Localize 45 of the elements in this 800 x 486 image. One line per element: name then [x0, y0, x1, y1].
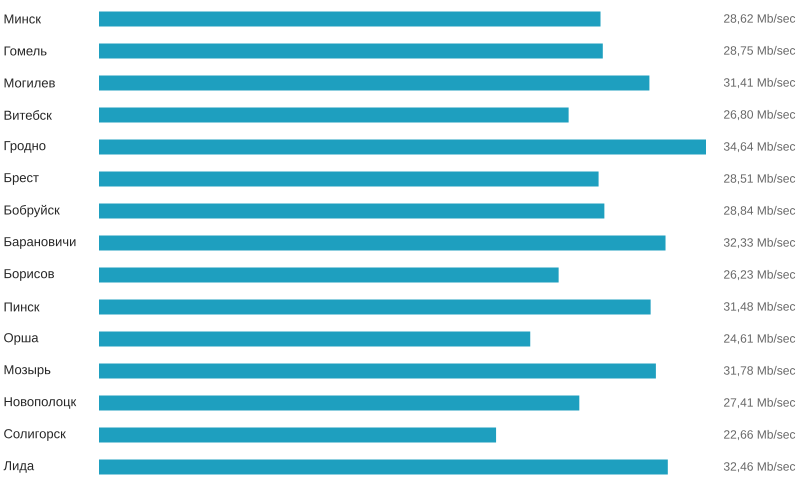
y-tick-label: Гомель	[4, 46, 46, 56]
y-tick-label: Солигорск	[4, 429, 66, 441]
bar	[99, 108, 569, 123]
y-tick-label: Минск	[4, 14, 42, 24]
bar	[99, 428, 496, 443]
y-tick-label: Борисов	[4, 269, 54, 281]
y-tick-label: Орша	[4, 333, 39, 345]
data-label: 32,46 Mb/sec	[724, 462, 796, 472]
bar	[99, 12, 601, 26]
data-label: 28,75 Mb/sec	[724, 46, 796, 56]
data-label: 31,48 Mb/sec	[724, 302, 796, 312]
data-label: 27,41 Mb/sec	[724, 398, 796, 408]
data-label: 24,61 Mb/sec	[724, 334, 796, 344]
data-label: 28,84 Mb/sec	[724, 206, 796, 216]
data-label: 28,62 Mb/sec	[724, 14, 796, 24]
bar	[99, 396, 580, 411]
bar	[99, 44, 603, 58]
data-label: 34,64 Mb/sec	[724, 142, 796, 152]
bar	[99, 332, 530, 347]
bar	[99, 76, 650, 90]
y-tick-label: Барановичи	[4, 237, 76, 249]
bar	[99, 204, 604, 219]
y-tick-label: Пинск	[4, 302, 40, 312]
bar	[99, 140, 706, 155]
y-tick-label: Мозырь	[4, 365, 50, 377]
data-label: 22,66 Mb/sec	[724, 430, 796, 440]
y-tick-label: Брест	[4, 173, 39, 185]
data-label: 28,51 Mb/sec	[724, 174, 796, 184]
data-label: 26,23 Mb/sec	[724, 270, 796, 280]
data-label: 31,41 Mb/sec	[724, 78, 796, 88]
data-label: 31,78 Mb/sec	[724, 366, 796, 376]
y-tick-label: Бобруйск	[4, 204, 60, 218]
data-label: 32,33 Mb/sec	[724, 238, 796, 248]
y-tick-label: Лида	[4, 461, 34, 473]
y-tick-label: Могилев	[4, 78, 55, 88]
bar	[99, 268, 559, 283]
bar	[99, 364, 656, 379]
bar	[99, 172, 599, 187]
y-tick-label: Гродно	[4, 141, 46, 153]
y-tick-label: Витебск	[4, 110, 52, 120]
data-label: 26,80 Mb/sec	[724, 110, 796, 120]
y-tick-label: Новополоцк	[4, 397, 76, 409]
bar	[99, 300, 651, 315]
bar	[99, 460, 668, 475]
bar	[99, 236, 666, 251]
